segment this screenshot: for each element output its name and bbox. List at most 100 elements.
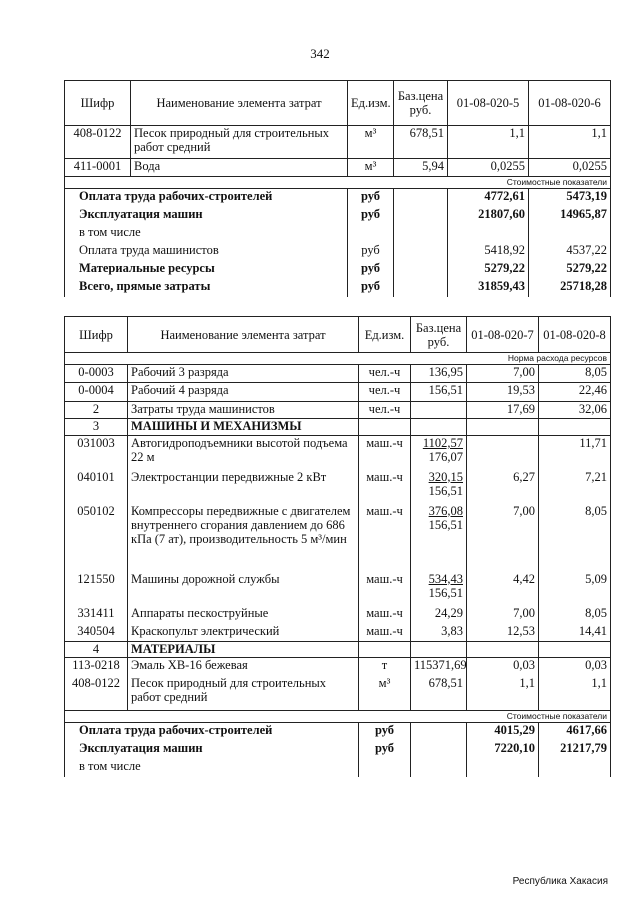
name-cell: Рабочий 4 разряда	[127, 382, 359, 402]
price-cell: 156,51	[410, 382, 467, 402]
value-cell: 4772,61	[447, 188, 529, 207]
value-cell: 7,00	[466, 605, 539, 624]
header-row: Шифр Наименование элемента затрат Ед.изм. Б…	[64, 80, 611, 126]
total-name: в том числе	[64, 224, 348, 243]
price-cell	[393, 206, 448, 225]
value-cell: 5,09	[538, 571, 611, 606]
unit-cell: маш.-ч	[358, 435, 411, 470]
value-cell: 7,00	[466, 503, 539, 572]
value-cell: 4617,66	[538, 722, 611, 741]
unit-cell: маш.-ч	[358, 469, 411, 504]
name-cell: Компрессоры передвижные с двигателем вну…	[127, 503, 359, 572]
norm-note-row: Норма расхода ресурсов	[64, 352, 611, 365]
value-cell: 1,1	[447, 125, 529, 159]
base-price-secondary: 176,07	[428, 450, 463, 464]
base-price: 24,29	[434, 605, 463, 620]
code-cell: 0-0003	[64, 364, 128, 383]
cost-table-1: Шифр Наименование элемента затрат Ед.изм. Б…	[64, 80, 611, 297]
base-price-secondary: 156,51	[428, 517, 463, 532]
value-cell: 5418,92	[447, 242, 529, 261]
code-cell: 0-0004	[64, 382, 128, 402]
total-name: Эксплуатация машин	[64, 740, 359, 759]
total-name: Оплата труда машинистов	[64, 242, 348, 261]
table-row: 408-0122 Песок природный для строительных…	[64, 675, 611, 711]
base-price: 5,94	[422, 159, 444, 174]
name-cell: Автогидроподъемники высотой подъема 22 м	[127, 435, 359, 470]
base-price-secondary: 156,51	[428, 483, 463, 498]
value-cell: 1,1	[538, 675, 611, 711]
value-cell: 5473,19	[528, 188, 611, 207]
column-header: Шифр	[64, 316, 128, 353]
footer-region: Республика Хакасия	[512, 876, 608, 887]
name-cell: МАТЕРИАЛЫ	[127, 641, 359, 658]
value-cell	[538, 758, 611, 777]
value-cell: 8,05	[538, 364, 611, 383]
name-cell: Рабочий 3 разряда	[127, 364, 359, 383]
base-price-secondary: 156,51	[428, 585, 463, 600]
unit-cell: маш.-ч	[358, 605, 411, 624]
total-row: Эксплуатация машин руб 21807,60 14965,87	[64, 206, 611, 225]
value-cell: 7,21	[538, 469, 611, 504]
name-cell: Песок природный для строительных работ с…	[130, 125, 348, 159]
table-row: 113-0218 Эмаль ХВ-16 бежевая т 115371,69 0,0…	[64, 657, 611, 676]
code-cell: 113-0218	[64, 657, 128, 676]
value-cell: 17,69	[466, 401, 539, 419]
price-cell: 678,51	[393, 125, 448, 159]
total-name: в том числе	[64, 758, 359, 777]
table-row: 331411 Аппараты пескоструйные маш.-ч 24,29 7…	[64, 605, 611, 624]
value-cell: 8,05	[538, 503, 611, 572]
section-note-row: Стоимостные показатели	[64, 710, 611, 723]
section-note: Стоимостные показатели	[64, 176, 611, 189]
total-row: в том числе	[64, 758, 611, 777]
column-header: Баз.цена руб.	[393, 80, 448, 126]
column-header: Ед.изм.	[358, 316, 411, 353]
code-cell: 340504	[64, 623, 128, 642]
table-row: 050102 Компрессоры передвижные с двигател…	[64, 503, 611, 572]
table-row: 0-0004 Рабочий 4 разряда чел.-ч 156,51 19,53…	[64, 382, 611, 402]
name-cell: Краскопульт электрический	[127, 623, 359, 642]
price-cell: 136,95	[410, 364, 467, 383]
column-header: 01-08-020-6	[528, 80, 611, 126]
value-cell	[466, 435, 539, 470]
value-cell	[538, 641, 611, 658]
page-number: 342	[310, 46, 330, 61]
total-row: Оплата труда машинистов руб 5418,92 4537,22	[64, 242, 611, 261]
price-cell: 320,15 156,51	[410, 469, 467, 504]
table-row: 0-0003 Рабочий 3 разряда чел.-ч 136,95 7,00 8…	[64, 364, 611, 383]
price-cell	[393, 242, 448, 261]
price-cell: 534,43 156,51	[410, 571, 467, 606]
value-cell	[538, 418, 611, 436]
price-cell	[410, 740, 467, 759]
column-header: 01-08-020-8	[538, 316, 611, 353]
table-row: 408-0122 Песок природный для строительных…	[64, 125, 611, 159]
value-cell: 14965,87	[528, 206, 611, 225]
table-row: 340504 Краскопульт электрический маш.-ч 3,8…	[64, 623, 611, 642]
column-header: Наименование элемента затрат	[130, 80, 348, 126]
price-cell: 1102,57 176,07	[410, 435, 467, 470]
value-cell: 22,46	[538, 382, 611, 402]
value-cell: 25718,28	[528, 278, 611, 297]
value-cell: 14,41	[538, 623, 611, 642]
section-note-row: Стоимостные показатели	[64, 176, 611, 189]
value-cell: 0,03	[538, 657, 611, 676]
price-cell: 115371,69	[410, 657, 467, 676]
unit-cell: руб	[347, 206, 394, 225]
value-cell: 7220,10	[466, 740, 539, 759]
norm-note: Норма расхода ресурсов	[64, 352, 611, 365]
unit-cell: руб	[358, 740, 411, 759]
unit-cell: м³	[347, 158, 394, 177]
value-cell: 5279,22	[447, 260, 529, 279]
base-price: 136,95	[428, 365, 463, 380]
total-name: Эксплуатация машин	[64, 206, 348, 225]
total-name: Всего, прямые затраты	[64, 278, 348, 297]
base-price: 1102,57	[422, 436, 463, 450]
column-header: Ед.изм.	[347, 80, 394, 126]
unit-cell: маш.-ч	[358, 503, 411, 572]
unit-cell: руб	[358, 722, 411, 741]
price-cell	[410, 401, 467, 419]
total-row: Оплата труда рабочих-строителей руб 4015,2…	[64, 722, 611, 741]
unit-cell: руб	[347, 278, 394, 297]
table-row: 2 Затраты труда машинистов чел.-ч 17,69 32,0…	[64, 401, 611, 419]
base-price: 320,15	[428, 469, 463, 484]
